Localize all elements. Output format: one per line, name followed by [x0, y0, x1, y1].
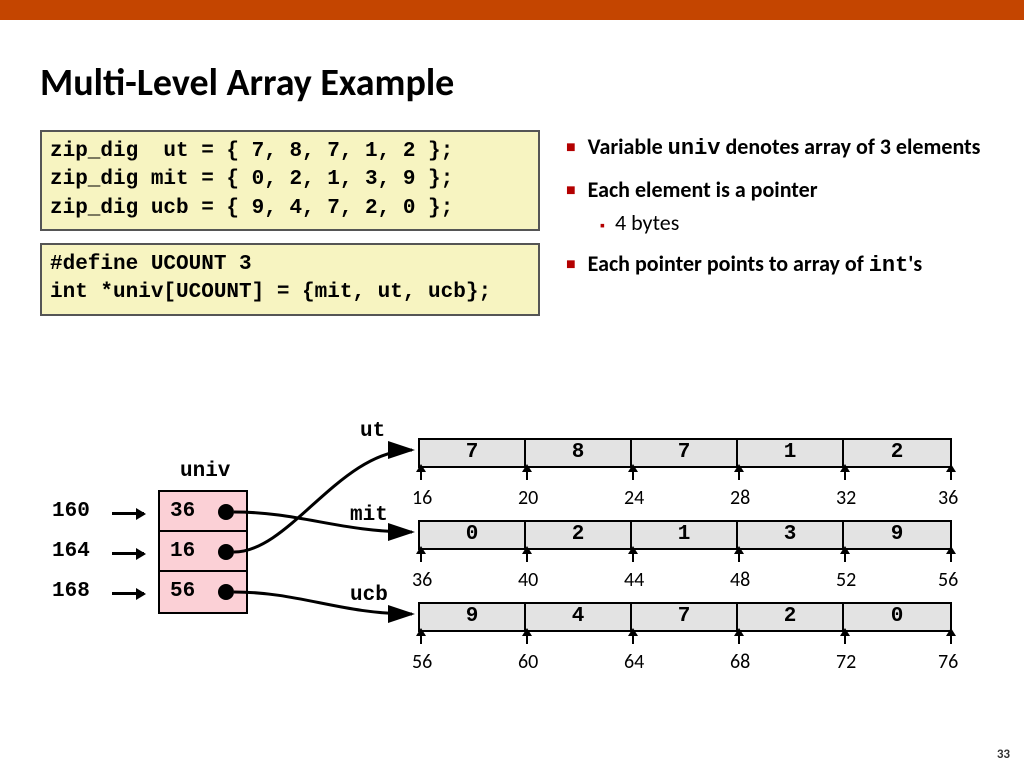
- left-column: zip_dig ut = { 7, 8, 7, 1, 2 }; zip_dig …: [40, 130, 540, 328]
- univ-addr-0: 160: [52, 500, 90, 523]
- univ-cell-2: 56: [160, 572, 246, 612]
- univ-addr-2: 168: [52, 580, 90, 603]
- addr-arrow-0: [112, 512, 144, 515]
- page-number: 33: [997, 747, 1010, 762]
- addr-arrow-1: [112, 552, 144, 555]
- array-label-ut: ut: [360, 420, 385, 443]
- array-ut: 7 8 7 1 2: [418, 438, 952, 468]
- code-block-declarations: zip_dig ut = { 7, 8, 7, 1, 2 }; zip_dig …: [40, 130, 540, 231]
- ticks-mit: 36 40 44 48 52 56: [420, 568, 950, 592]
- bullet-2: Each element is a pointer 4 bytes: [566, 173, 984, 239]
- two-column-layout: zip_dig ut = { 7, 8, 7, 1, 2 }; zip_dig …: [40, 130, 984, 328]
- univ-addr-1: 164: [52, 540, 90, 563]
- pointer-dot-icon: [218, 504, 234, 520]
- slide-body: Multi-Level Array Example zip_dig ut = {…: [0, 20, 1024, 768]
- sub-bullet-list: 4 bytes: [600, 206, 984, 239]
- ticks-ut: 16 20 24 28 32 36: [420, 486, 950, 510]
- univ-array-box: 36 16 56: [158, 490, 248, 614]
- right-column: Variable univ denotes array of 3 element…: [566, 130, 984, 328]
- univ-cell-1: 16: [160, 532, 246, 572]
- bullet-list: Variable univ denotes array of 3 element…: [566, 130, 984, 282]
- univ-cell-0: 36: [160, 492, 246, 532]
- ticks-ucb: 56 60 64 68 72 76: [420, 650, 950, 674]
- top-accent-bar: [0, 0, 1024, 20]
- memory-diagram: univ 160 164 168 36 16 56: [40, 420, 984, 750]
- univ-label: univ: [180, 460, 230, 483]
- pointer-dot-icon: [218, 584, 234, 600]
- slide-title: Multi-Level Array Example: [40, 60, 984, 106]
- sub-bullet-1: 4 bytes: [600, 206, 984, 239]
- code-block-define: #define UCOUNT 3 int *univ[UCOUNT] = {mi…: [40, 243, 540, 316]
- array-ucb: 9 4 7 2 0: [418, 602, 952, 632]
- bullet-3: Each pointer points to array of int's: [566, 247, 984, 282]
- addr-arrow-2: [112, 592, 144, 595]
- bullet-1: Variable univ denotes array of 3 element…: [566, 130, 984, 165]
- array-label-mit: mit: [350, 504, 388, 527]
- array-mit: 0 2 1 3 9: [418, 520, 952, 550]
- pointer-dot-icon: [218, 544, 234, 560]
- array-label-ucb: ucb: [350, 584, 388, 607]
